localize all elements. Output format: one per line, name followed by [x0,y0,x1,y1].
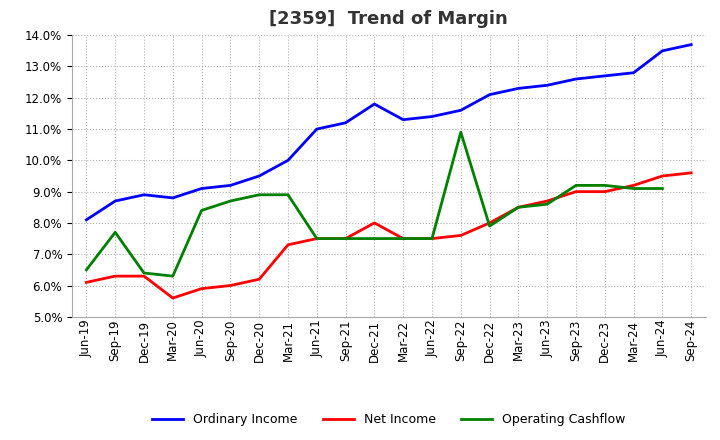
Operating Cashflow [370,236,379,241]
Ordinary Income [82,217,91,223]
Ordinary Income [543,83,552,88]
Net Income [312,236,321,241]
Net Income [687,170,696,176]
Ordinary Income [485,92,494,97]
Ordinary Income [255,173,264,179]
Operating Cashflow [456,129,465,135]
Line: Net Income: Net Income [86,173,691,298]
Operating Cashflow [226,198,235,204]
Operating Cashflow [140,270,148,275]
Ordinary Income [658,48,667,54]
Net Income [543,198,552,204]
Ordinary Income [514,86,523,91]
Operating Cashflow [341,236,350,241]
Net Income [197,286,206,291]
Net Income [370,220,379,226]
Net Income [111,274,120,279]
Line: Ordinary Income: Ordinary Income [86,44,691,220]
Net Income [168,295,177,301]
Operating Cashflow [572,183,580,188]
Title: [2359]  Trend of Margin: [2359] Trend of Margin [269,10,508,28]
Ordinary Income [370,101,379,106]
Net Income [629,183,638,188]
Operating Cashflow [82,267,91,272]
Ordinary Income [399,117,408,122]
Ordinary Income [687,42,696,47]
Net Income [428,236,436,241]
Ordinary Income [572,77,580,82]
Operating Cashflow [312,236,321,241]
Operating Cashflow [600,183,609,188]
Operating Cashflow [543,202,552,207]
Line: Operating Cashflow: Operating Cashflow [86,132,662,276]
Ordinary Income [629,70,638,75]
Net Income [600,189,609,194]
Ordinary Income [284,158,292,163]
Ordinary Income [197,186,206,191]
Net Income [284,242,292,247]
Operating Cashflow [399,236,408,241]
Operating Cashflow [514,205,523,210]
Ordinary Income [168,195,177,201]
Operating Cashflow [168,274,177,279]
Ordinary Income [341,120,350,125]
Operating Cashflow [197,208,206,213]
Operating Cashflow [111,230,120,235]
Operating Cashflow [284,192,292,198]
Net Income [514,205,523,210]
Net Income [140,274,148,279]
Operating Cashflow [485,224,494,229]
Legend: Ordinary Income, Net Income, Operating Cashflow: Ordinary Income, Net Income, Operating C… [152,413,626,426]
Net Income [658,173,667,179]
Ordinary Income [600,73,609,78]
Net Income [341,236,350,241]
Net Income [399,236,408,241]
Ordinary Income [456,108,465,113]
Net Income [255,277,264,282]
Operating Cashflow [255,192,264,198]
Operating Cashflow [658,186,667,191]
Ordinary Income [428,114,436,119]
Ordinary Income [226,183,235,188]
Net Income [456,233,465,238]
Ordinary Income [111,198,120,204]
Operating Cashflow [428,236,436,241]
Ordinary Income [140,192,148,198]
Net Income [226,283,235,288]
Net Income [572,189,580,194]
Operating Cashflow [629,186,638,191]
Net Income [485,220,494,226]
Ordinary Income [312,126,321,132]
Net Income [82,280,91,285]
